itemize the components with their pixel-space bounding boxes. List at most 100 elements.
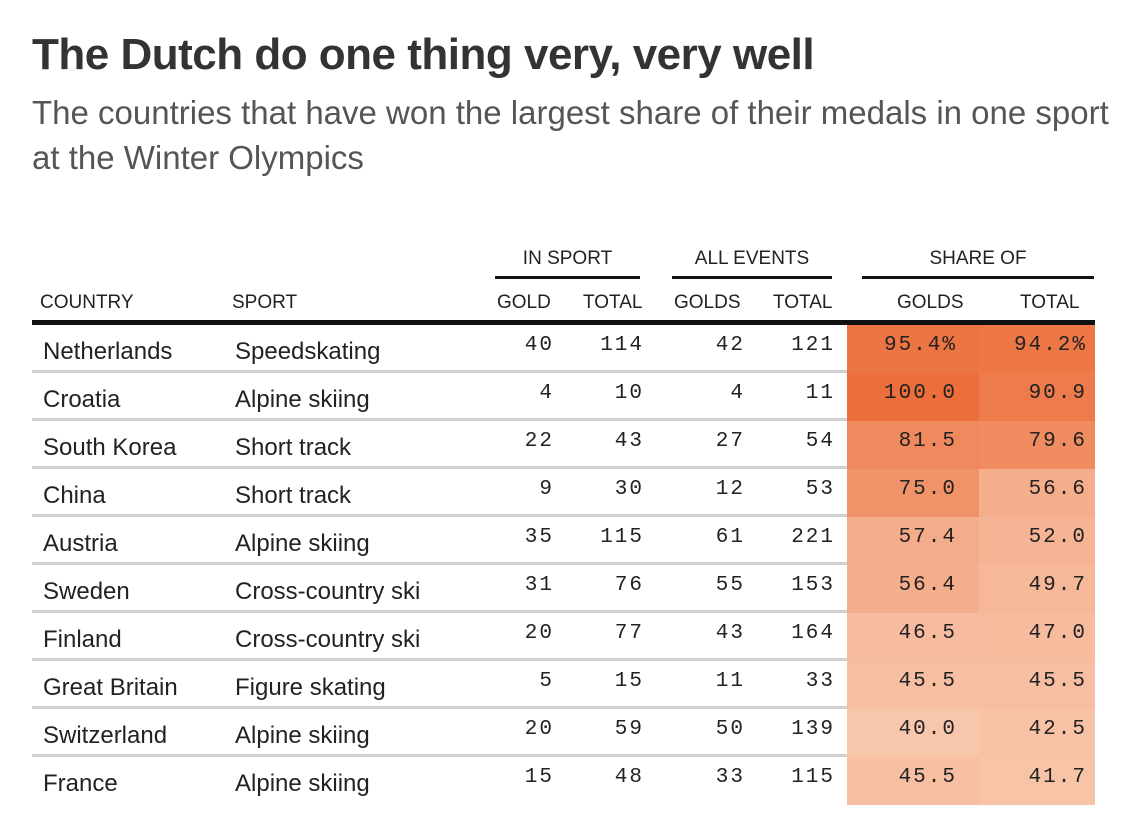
share-total-cell: 94.2% — [979, 325, 1095, 373]
in-sport-gold-cell: 31 — [524, 574, 554, 597]
table-row: Netherlands Speedskating 40 114 42 121 95.4% 94… — [32, 325, 1095, 373]
all-events-total-cell: 53 — [805, 478, 835, 501]
share-total-cell: 41.7 — [979, 757, 1095, 805]
country-cell: Sweden — [43, 578, 130, 605]
all-events-golds-cell: 43 — [715, 622, 745, 645]
group-header-in-sport: IN SPORT — [495, 248, 640, 279]
all-events-golds-cell: 50 — [715, 718, 745, 741]
share-total-cell: 90.9 — [979, 373, 1095, 421]
in-sport-total-cell: 77 — [614, 622, 644, 645]
in-sport-total-cell: 30 — [614, 478, 644, 501]
all-events-total-cell: 121 — [791, 334, 835, 357]
in-sport-total-cell: 10 — [614, 382, 644, 405]
share-golds-cell: 46.5 — [847, 613, 979, 661]
table-row: China Short track 9 30 12 53 75.0 56.6 — [32, 469, 1095, 517]
share-golds-cell: 40.0 — [847, 709, 979, 757]
all-events-golds-cell: 27 — [715, 430, 745, 453]
all-events-golds-cell: 61 — [715, 526, 745, 549]
in-sport-gold-cell: 5 — [539, 670, 554, 693]
col-header-total: TOTAL — [583, 292, 643, 313]
country-cell: Finland — [43, 626, 122, 653]
country-cell: Austria — [43, 530, 118, 557]
table-row: Sweden Cross-country ski 31 76 55 153 56.4 49.7 — [32, 565, 1095, 613]
share-golds-cell: 56.4 — [847, 565, 979, 613]
in-sport-gold-cell: 9 — [539, 478, 554, 501]
in-sport-gold-cell: 4 — [539, 382, 554, 405]
share-total-cell: 56.6 — [979, 469, 1095, 517]
col-header-sport: SPORT — [232, 292, 298, 313]
all-events-golds-cell: 42 — [715, 334, 745, 357]
in-sport-total-cell: 15 — [614, 670, 644, 693]
share-golds-cell: 95.4% — [847, 325, 979, 373]
col-header-gold: GOLD — [497, 292, 551, 313]
in-sport-gold-cell: 15 — [524, 766, 554, 789]
chart-subtitle: The countries that have won the largest … — [32, 94, 1109, 176]
col-header-share-golds: GOLDS — [897, 292, 964, 313]
share-golds-cell: 45.5 — [847, 661, 979, 709]
group-header-all-events: ALL EVENTS — [672, 248, 832, 279]
country-cell: Switzerland — [43, 722, 168, 749]
sport-cell: Short track — [235, 434, 352, 461]
sport-cell: Alpine skiing — [235, 530, 370, 557]
all-events-golds-cell: 55 — [715, 574, 745, 597]
country-cell: South Korea — [43, 434, 177, 461]
share-total-cell: 52.0 — [979, 517, 1095, 565]
share-total-cell: 42.5 — [979, 709, 1095, 757]
all-events-total-cell: 153 — [791, 574, 835, 597]
all-events-total-cell: 139 — [791, 718, 835, 741]
sport-cell: Alpine skiing — [235, 386, 370, 413]
share-golds-cell: 75.0 — [847, 469, 979, 517]
share-golds-cell: 81.5 — [847, 421, 979, 469]
share-golds-cell: 57.4 — [847, 517, 979, 565]
table-body: Netherlands Speedskating 40 114 42 121 95.4% 94… — [32, 325, 1095, 805]
in-sport-total-cell: 48 — [614, 766, 644, 789]
all-events-total-cell: 54 — [805, 430, 835, 453]
sport-cell: Alpine skiing — [235, 770, 370, 797]
sport-cell: Cross-country ski — [235, 626, 421, 653]
all-events-golds-cell: 12 — [715, 478, 745, 501]
col-header-golds: GOLDS — [674, 292, 741, 313]
col-header-share-total: TOTAL — [1020, 292, 1080, 313]
col-header-country: COUNTRY — [40, 292, 134, 313]
country-cell: China — [43, 482, 106, 509]
all-events-golds-cell: 33 — [715, 766, 745, 789]
country-cell: France — [43, 770, 118, 797]
all-events-total-cell: 164 — [791, 622, 835, 645]
share-golds-cell: 100.0 — [847, 373, 979, 421]
country-cell: Great Britain — [43, 674, 178, 701]
table-row: France Alpine skiing 15 48 33 115 45.5 41.7 — [32, 757, 1095, 805]
group-header-share-of: SHARE OF — [862, 248, 1094, 279]
in-sport-total-cell: 115 — [600, 526, 644, 549]
all-events-total-cell: 115 — [791, 766, 835, 789]
sport-cell: Speedskating — [235, 338, 381, 365]
all-events-total-cell: 33 — [805, 670, 835, 693]
all-events-total-cell: 11 — [805, 382, 835, 405]
in-sport-total-cell: 114 — [600, 334, 644, 357]
table-row: Austria Alpine skiing 35 115 61 221 57.4 52.0 — [32, 517, 1095, 565]
col-header-all-total: TOTAL — [773, 292, 833, 313]
all-events-golds-cell: 4 — [730, 382, 745, 405]
table-row: Finland Cross-country ski 20 77 43 164 46.5 47.… — [32, 613, 1095, 661]
table-row: Switzerland Alpine skiing 20 59 50 139 40.0 42.… — [32, 709, 1095, 757]
table-row: South Korea Short track 22 43 27 54 81.5 79.6 — [32, 421, 1095, 469]
share-total-cell: 49.7 — [979, 565, 1095, 613]
sport-cell: Short track — [235, 482, 352, 509]
header-rule — [32, 320, 1095, 325]
in-sport-gold-cell: 20 — [524, 718, 554, 741]
table-row: Croatia Alpine skiing 4 10 4 11 100.0 90.9 — [32, 373, 1095, 421]
country-cell: Netherlands — [43, 338, 173, 365]
in-sport-gold-cell: 20 — [524, 622, 554, 645]
share-golds-cell: 45.5 — [847, 757, 979, 805]
in-sport-total-cell: 43 — [614, 430, 644, 453]
share-total-cell: 47.0 — [979, 613, 1095, 661]
country-cell: Croatia — [43, 386, 121, 413]
chart-title: The Dutch do one thing very, very well — [32, 30, 815, 79]
all-events-golds-cell: 11 — [715, 670, 745, 693]
sport-cell: Cross-country ski — [235, 578, 421, 605]
share-total-cell: 79.6 — [979, 421, 1095, 469]
in-sport-total-cell: 59 — [614, 718, 644, 741]
in-sport-gold-cell: 40 — [524, 334, 554, 357]
sport-cell: Alpine skiing — [235, 722, 370, 749]
share-total-cell: 45.5 — [979, 661, 1095, 709]
in-sport-gold-cell: 35 — [524, 526, 554, 549]
